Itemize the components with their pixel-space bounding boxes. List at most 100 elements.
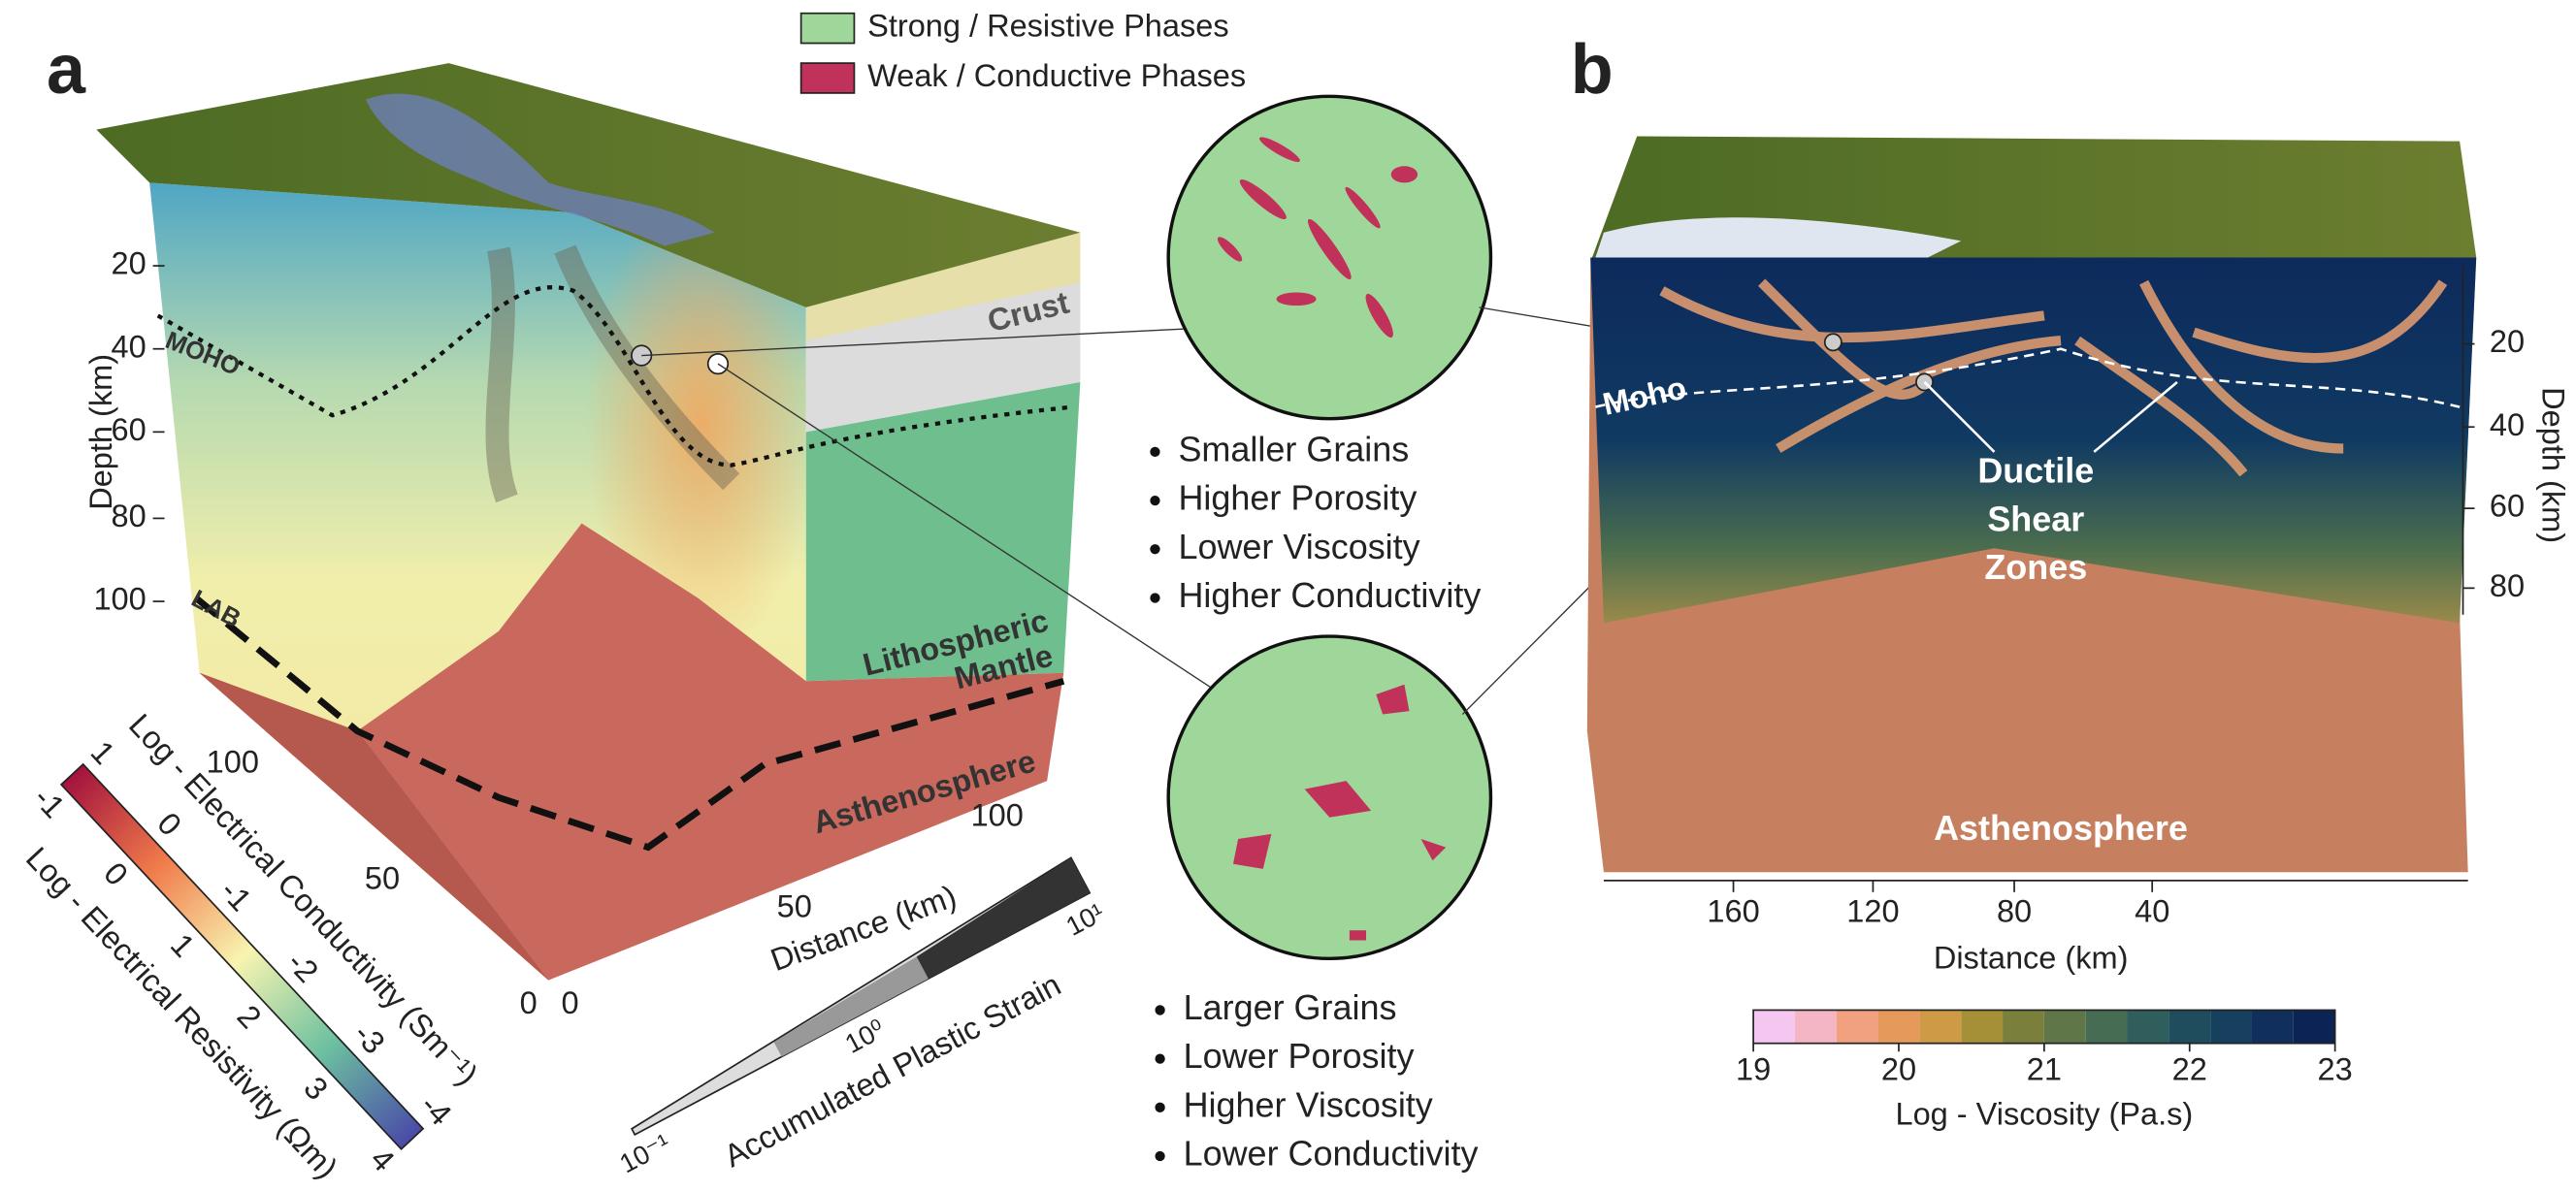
panel-label: b xyxy=(1571,31,1614,109)
distance-axis: 0 50 100 xyxy=(561,797,1023,1020)
colorbar-step xyxy=(1877,1010,1920,1044)
mantle-face xyxy=(805,381,1081,682)
viscosity-colorbar: 19 20 21 22 23 xyxy=(1736,1009,2353,1086)
colorbar-step xyxy=(2251,1010,2294,1044)
tick-label: 0 xyxy=(561,985,578,1020)
tick-label: 40 xyxy=(2135,894,2169,929)
bullet xyxy=(1150,593,1160,603)
tick-label: 19 xyxy=(1736,1051,1771,1086)
colorbar-step xyxy=(1794,1010,1837,1044)
tick-label: 60 xyxy=(2490,489,2525,524)
colorbar-step xyxy=(2293,1010,2335,1044)
colorbar-step xyxy=(1753,1010,1795,1044)
bullet xyxy=(1150,544,1160,555)
leader-line xyxy=(1923,381,1996,453)
tick-label: 20 xyxy=(2490,324,2525,359)
layer-label: Asthenosphere xyxy=(1934,808,2188,848)
property-item: Higher Conductivity xyxy=(1178,575,1481,615)
panel-label: a xyxy=(47,31,86,109)
property-item: Lower Conductivity xyxy=(1184,1134,1479,1174)
tick-label: 1 xyxy=(84,734,122,771)
colorbar-step xyxy=(2085,1010,2128,1044)
tick-label: 80 xyxy=(2490,568,2525,603)
colorbar-step xyxy=(773,956,929,1057)
tick-label: 1 xyxy=(164,927,202,964)
leader-line xyxy=(2093,380,2178,453)
feature-label: Shear xyxy=(1987,499,2084,538)
property-item: Lower Viscosity xyxy=(1178,527,1419,566)
tick-label: 10⁻¹ xyxy=(614,1128,674,1179)
tick-label: 80 xyxy=(112,499,147,533)
property-item: Higher Porosity xyxy=(1178,478,1417,518)
depth-axis: 20 40 60 80 100 xyxy=(93,246,165,617)
legend-swatch xyxy=(799,62,856,94)
property-item: Smaller Grains xyxy=(1178,429,1409,468)
colorbar-step xyxy=(2168,1010,2211,1044)
tick-label: 40 xyxy=(112,329,147,364)
tick-label: 60 xyxy=(112,412,147,447)
tick-label: 80 xyxy=(1997,894,2032,929)
asthenosphere xyxy=(199,523,1064,981)
property-item: Larger Grains xyxy=(1184,987,1397,1027)
tick-label: 21 xyxy=(2027,1051,2062,1086)
colorbar-step xyxy=(1961,1010,2004,1044)
property-item: Higher Viscosity xyxy=(1184,1084,1433,1124)
tick-label: 0 xyxy=(97,855,135,892)
colorbar-step xyxy=(916,857,1091,980)
tick-label: 160 xyxy=(1707,894,1759,929)
axis-title: Distance (km) xyxy=(1934,941,2129,976)
axis-title: Depth (km) xyxy=(83,354,118,510)
distance-axis: 160 120 80 40 xyxy=(1707,880,2169,929)
tick-label: 100 xyxy=(93,582,146,617)
colorbar-step xyxy=(2003,1010,2044,1044)
colorbar-step xyxy=(1836,1010,1878,1044)
tick-label: 3 xyxy=(297,1070,335,1107)
river-basin xyxy=(365,93,715,246)
tick-label: 50 xyxy=(777,889,812,924)
property-item: Lower Porosity xyxy=(1184,1036,1415,1076)
leader-line xyxy=(717,363,1227,698)
bullet xyxy=(1155,1150,1165,1162)
moho-line xyxy=(156,285,1073,467)
bullet xyxy=(1155,1005,1165,1015)
axis-title: Depth (km) xyxy=(2536,387,2571,543)
tick-label: 0 xyxy=(520,985,538,1020)
colorbar-step xyxy=(2043,1010,2086,1044)
moho-line xyxy=(1595,347,2461,408)
sample-point xyxy=(1823,333,1842,352)
tick-label: 100 xyxy=(971,797,1024,832)
colorbar-step xyxy=(2210,1010,2252,1044)
tick-label: 4 xyxy=(364,1142,402,1178)
bullet xyxy=(1155,1102,1165,1112)
property-list: Smaller Grains Higher Porosity Lower Visco… xyxy=(1150,429,1481,1174)
colorbar-step xyxy=(1919,1010,1962,1044)
tick-label: 2 xyxy=(231,999,269,1036)
side-axis: 0 50 100 xyxy=(207,745,538,1020)
terrain xyxy=(96,63,1081,307)
bullet xyxy=(1155,1053,1165,1064)
tick-label: 0 xyxy=(150,806,188,843)
colorbar xyxy=(59,762,425,1150)
tick-label: 20 xyxy=(112,246,147,281)
bullet xyxy=(1150,495,1160,506)
tick-label: 50 xyxy=(365,860,400,895)
weak-phase xyxy=(1232,684,1447,941)
leader-line xyxy=(641,328,1184,357)
tick-label: 40 xyxy=(2490,407,2525,442)
tick-label: 20 xyxy=(1881,1051,1916,1086)
legend-label: Strong / Resistive Phases xyxy=(867,9,1228,44)
lab-line xyxy=(193,596,1065,852)
shear-zone xyxy=(1659,278,2448,477)
river-basin xyxy=(1595,217,1962,258)
colorbar-title: Log - Viscosity (Pa.s) xyxy=(1895,1097,2193,1132)
bullet xyxy=(1150,446,1160,458)
feature-label: Ductile xyxy=(1977,451,2094,491)
canvas: Strong / Resistive Phases Weak / Conduct… xyxy=(19,9,2571,1185)
weak-phase xyxy=(1217,137,1418,338)
tick-label: 22 xyxy=(2172,1051,2207,1086)
feature-label: Zones xyxy=(1984,547,2087,587)
legend-label: Weak / Conductive Phases xyxy=(867,58,1246,93)
tick-label: 100 xyxy=(207,745,259,780)
tick-label: 120 xyxy=(1846,894,1899,929)
